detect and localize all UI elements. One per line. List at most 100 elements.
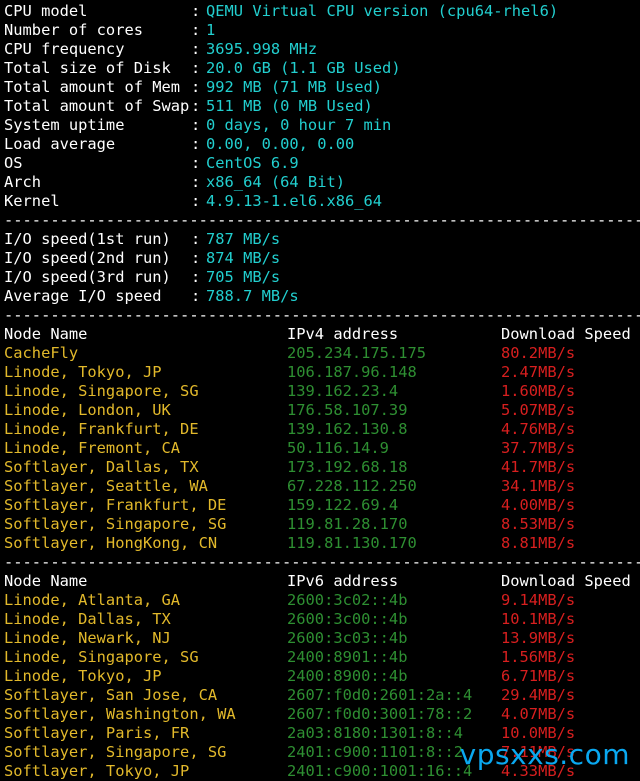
ip-address: 205.234.175.175: [287, 344, 426, 362]
colon-separator: :: [191, 78, 201, 96]
download-speed: 13.9MB/s: [501, 629, 576, 647]
io-label: I/O speed(2nd run): [4, 249, 171, 267]
ip-address: 2607:f0d0:3001:78::2: [287, 705, 473, 723]
node-name: Softlayer, HongKong, CN: [4, 534, 218, 552]
download-speed: 41.7MB/s: [501, 458, 576, 476]
sysinfo-value: x86_64 (64 Bit): [206, 173, 345, 191]
download-speed: 4.76MB/s: [501, 420, 576, 438]
download-speed: 5.07MB/s: [501, 401, 576, 419]
ip-address: 2400:8900::4b: [287, 667, 408, 685]
sysinfo-label: Total size of Disk: [4, 59, 171, 77]
download-speed: 4.00MB/s: [501, 496, 576, 514]
download-speed: 8.53MB/s: [501, 515, 576, 533]
ip-address: 119.81.130.170: [287, 534, 417, 552]
io-value: 705 MB/s: [206, 268, 281, 286]
io-value: 787 MB/s: [206, 230, 281, 248]
colon-separator: :: [191, 287, 201, 305]
colon-separator: :: [191, 40, 201, 58]
ip-address: 2a03:8180:1301:8::4: [287, 724, 464, 742]
node-name: Softlayer, San Jose, CA: [4, 686, 218, 704]
download-speed: 1.60MB/s: [501, 382, 576, 400]
node-name: Softlayer, Paris, FR: [4, 724, 190, 742]
download-speed: 80.2MB/s: [501, 344, 576, 362]
node-name: Softlayer, Frankfurt, DE: [4, 496, 227, 514]
node-name: Softlayer, Washington, WA: [4, 705, 236, 723]
node-name: Linode, Dallas, TX: [4, 610, 171, 628]
separator-dashes: ----------------------------------------…: [4, 211, 640, 229]
io-label: I/O speed(3rd run): [4, 268, 171, 286]
sysinfo-value: QEMU Virtual CPU version (cpu64-rhel6): [206, 2, 559, 20]
io-label: Average I/O speed: [4, 287, 162, 305]
node-name: Linode, Newark, NJ: [4, 629, 171, 647]
ip-address: 67.228.112.250: [287, 477, 417, 495]
colon-separator: :: [191, 116, 201, 134]
ip-address: 2600:3c03::4b: [287, 629, 408, 647]
node-name: Linode, Fremont, CA: [4, 439, 181, 457]
ip-address: 139.162.23.4: [287, 382, 399, 400]
node-name: Softlayer, Singapore, SG: [4, 515, 227, 533]
download-speed: 2.47MB/s: [501, 363, 576, 381]
colon-separator: :: [191, 268, 201, 286]
sysinfo-label: Kernel: [4, 192, 60, 210]
colon-separator: :: [191, 59, 201, 77]
download-speed-header: Download Speed: [501, 325, 631, 343]
colon-separator: :: [191, 230, 201, 248]
ip-address: 173.192.68.18: [287, 458, 408, 476]
sysinfo-value: 20.0 GB (1.1 GB Used): [206, 59, 401, 77]
node-name: Linode, London, UK: [4, 401, 171, 419]
download-speed: 7.11MB/s: [501, 743, 576, 761]
node-name: Softlayer, Singapore, SG: [4, 743, 227, 761]
node-name: Softlayer, Seattle, WA: [4, 477, 208, 495]
io-label: I/O speed(1st run): [4, 230, 171, 248]
node-name: Softlayer, Dallas, TX: [4, 458, 199, 476]
ip-address: 119.81.28.170: [287, 515, 408, 533]
node-name-header: Node Name: [4, 325, 88, 343]
sysinfo-label: Load average: [4, 135, 116, 153]
io-value: 788.7 MB/s: [206, 287, 299, 305]
sysinfo-value: 0.00, 0.00, 0.00: [206, 135, 355, 153]
download-speed: 34.1MB/s: [501, 477, 576, 495]
download-speed: 29.4MB/s: [501, 686, 576, 704]
download-speed: 4.33MB/s: [501, 762, 576, 780]
ip-address: 2400:8901::4b: [287, 648, 408, 666]
sysinfo-value: 3695.998 MHz: [206, 40, 318, 58]
colon-separator: :: [191, 154, 201, 172]
node-name: Linode, Tokyo, JP: [4, 667, 162, 685]
separator-dashes: ----------------------------------------…: [4, 306, 640, 324]
sysinfo-value: 1: [206, 21, 216, 39]
sysinfo-label: Arch: [4, 173, 42, 191]
address-header: IPv6 address: [287, 572, 399, 590]
ip-address: 2401:c900:1101:8::2: [287, 743, 464, 761]
node-name: Linode, Tokyo, JP: [4, 363, 162, 381]
sysinfo-label: Total amount of Swap: [4, 97, 190, 115]
separator-dashes: ----------------------------------------…: [4, 553, 640, 571]
watermark-text: vpsxxs.com: [459, 738, 630, 771]
download-speed: 1.56MB/s: [501, 648, 576, 666]
ip-address: 176.58.107.39: [287, 401, 408, 419]
io-value: 874 MB/s: [206, 249, 281, 267]
ip-address: 159.122.69.4: [287, 496, 399, 514]
sysinfo-label: System uptime: [4, 116, 125, 134]
sysinfo-value: 4.9.13-1.el6.x86_64: [206, 192, 383, 210]
colon-separator: :: [191, 135, 201, 153]
sysinfo-label: CPU frequency: [4, 40, 125, 58]
ip-address: 2401:c900:1001:16::4: [287, 762, 473, 780]
sysinfo-label: Total amount of Mem: [4, 78, 181, 96]
colon-separator: :: [191, 173, 201, 191]
node-name: Linode, Singapore, SG: [4, 382, 199, 400]
sysinfo-value: CentOS 6.9: [206, 154, 299, 172]
colon-separator: :: [191, 249, 201, 267]
ip-address: 106.187.96.148: [287, 363, 417, 381]
sysinfo-value: 511 MB (0 MB Used): [206, 97, 373, 115]
sysinfo-value: 992 MB (71 MB Used): [206, 78, 383, 96]
node-name: CacheFly: [4, 344, 79, 362]
address-header: IPv4 address: [287, 325, 399, 343]
ip-address: 2600:3c00::4b: [287, 610, 408, 628]
sysinfo-label: Number of cores: [4, 21, 143, 39]
download-speed: 6.71MB/s: [501, 667, 576, 685]
sysinfo-label: CPU model: [4, 2, 88, 20]
sysinfo-value: 0 days, 0 hour 7 min: [206, 116, 392, 134]
ip-address: 50.116.14.9: [287, 439, 389, 457]
download-speed: 9.14MB/s: [501, 591, 576, 609]
